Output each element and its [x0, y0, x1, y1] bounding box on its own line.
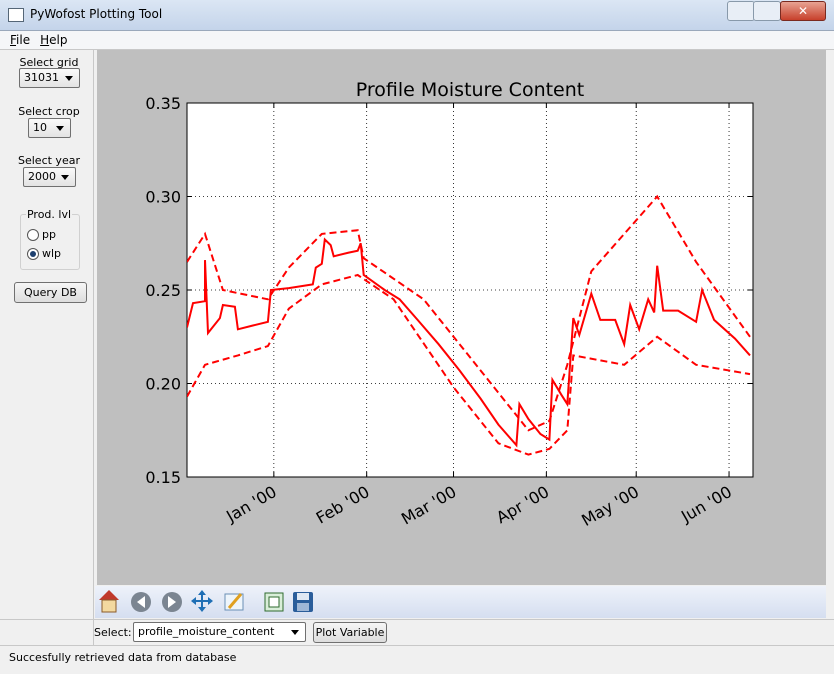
save-button[interactable] — [293, 592, 313, 612]
status-text: Succesfully retrieved data from database — [9, 651, 237, 664]
radio-label: pp — [42, 228, 56, 241]
grid-combo[interactable]: 31031 — [19, 68, 80, 88]
plot-button[interactable]: Plot Variable — [313, 622, 387, 643]
maximize-button[interactable] — [753, 1, 781, 21]
forward-button[interactable] — [162, 592, 182, 612]
divider — [93, 50, 94, 645]
configure-button[interactable] — [264, 592, 284, 612]
variable-combo[interactable]: profile_moisture_content — [133, 622, 306, 642]
title-bar: PyWofost Plotting Tool ✕ — [0, 0, 834, 31]
crop-label: Select crop — [18, 105, 80, 118]
menu-item[interactable]: Help — [40, 33, 68, 47]
band-line — [187, 194, 751, 432]
y-tick-label: 0.35 — [145, 94, 181, 113]
menu-bar: File Help — [0, 31, 834, 50]
back-button[interactable] — [131, 592, 151, 612]
plot-area: Profile Moisture Content 0.15 0.20 0.25 0.3… — [97, 50, 826, 585]
y-tick-label: 0.15 — [145, 468, 181, 487]
year-label: Select year — [18, 154, 80, 167]
grid-label: Select grid — [19, 56, 79, 69]
x-tick-label: Feb '00 — [313, 482, 373, 528]
zoom-button[interactable] — [224, 593, 244, 611]
prod-group — [20, 214, 80, 270]
status-bar: Succesfully retrieved data from database — [0, 645, 834, 670]
select-label: Select: — [94, 626, 132, 639]
y-tick-label: 0.25 — [145, 281, 181, 300]
toolbar — [95, 586, 826, 618]
prod-label: Prod. lvl — [26, 208, 72, 221]
home-button[interactable] — [99, 590, 119, 613]
menu-item[interactable]: File — [10, 33, 31, 47]
radio-button[interactable] — [27, 248, 39, 260]
query-button[interactable]: Query DB — [14, 282, 87, 303]
minimize-button[interactable] — [727, 1, 755, 21]
app-icon — [8, 8, 24, 22]
crop-combo[interactable]: 10 — [28, 118, 71, 138]
radio-label: wlp — [42, 247, 62, 260]
close-button[interactable]: ✕ — [780, 1, 826, 21]
x-tick-label: May '00 — [578, 482, 642, 530]
y-tick-label: 0.30 — [145, 188, 181, 207]
chart: Profile Moisture Content 0.15 0.20 0.25 0.3… — [145, 79, 754, 530]
divider — [0, 619, 834, 620]
x-tick-label: Mar '00 — [398, 482, 459, 528]
window-title: PyWofost Plotting Tool — [30, 7, 163, 21]
x-tick-label: Jan '00 — [222, 482, 280, 526]
mean-line — [187, 237, 751, 448]
year-combo[interactable]: 2000 — [23, 167, 76, 187]
toolbar-icons — [99, 590, 313, 613]
band-line — [187, 273, 751, 456]
pan-button[interactable] — [191, 590, 213, 612]
x-tick-label: Jun '00 — [677, 482, 735, 526]
y-tick-label: 0.20 — [145, 375, 181, 394]
chart-title: Profile Moisture Content — [356, 79, 585, 101]
radio-button[interactable] — [27, 229, 39, 241]
x-tick-label: Apr '00 — [493, 482, 552, 527]
